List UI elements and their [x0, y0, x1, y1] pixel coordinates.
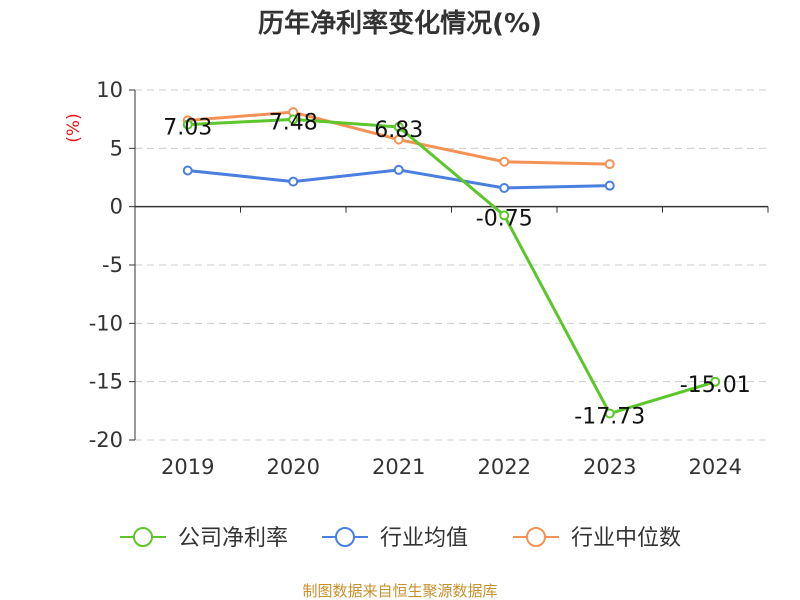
legend-swatch-marker	[133, 527, 153, 547]
legend[interactable]: 公司净利率 行业均值 行业中位数	[120, 526, 681, 551]
data-label: -15.01	[680, 373, 751, 398]
grid-lines	[135, 89, 768, 441]
legend-label: 行业中位数	[571, 526, 681, 551]
series-layer	[182, 107, 721, 419]
series-point	[393, 121, 404, 132]
data-label: 6.83	[374, 118, 423, 143]
legend-swatch-marker	[335, 527, 355, 547]
data-label: 7.48	[269, 110, 318, 135]
y-tick-label: -5	[102, 253, 123, 277]
data-label: -17.73	[574, 405, 645, 430]
series-line	[187, 117, 716, 416]
series-point	[499, 183, 510, 193]
source-note: 制图数据来自恒生聚源数据库	[302, 582, 497, 600]
series-point	[710, 376, 721, 387]
series-point	[393, 134, 404, 145]
legend-label: 公司净利率	[178, 526, 288, 551]
y-tick-label: 10	[96, 78, 123, 102]
axes	[129, 89, 769, 441]
legend-label: 行业均值	[380, 526, 468, 551]
y-tick-labels: 10 5 0 -5 -10 -15 -20	[89, 78, 123, 452]
data-labels: 7.03 7.48 6.83 -0.75 -17.73 -15.01	[163, 110, 750, 429]
chart-title: 历年净利率变化情况(%)	[258, 8, 542, 39]
series-point	[499, 210, 510, 221]
x-tick-label: 2023	[583, 455, 636, 479]
legend-swatch-marker	[526, 527, 546, 547]
series-point	[182, 119, 193, 130]
data-label: 7.03	[163, 116, 212, 141]
x-tick-label: 2022	[478, 455, 531, 479]
series-point	[604, 180, 615, 191]
series-point	[604, 408, 615, 419]
series-point	[182, 165, 193, 176]
y-tick-label: -15	[89, 370, 123, 394]
x-tick-label: 2019	[161, 455, 214, 479]
series-point	[604, 159, 615, 170]
y-tick-label: 0	[110, 195, 123, 219]
series-point	[393, 164, 404, 175]
x-tick-label: 2021	[372, 455, 425, 479]
x-tick-label: 2024	[689, 455, 742, 479]
series-point	[499, 156, 510, 167]
x-tick-labels: 2019 2020 2021 2022 2023 2024	[161, 455, 742, 479]
y-tick-label: 5	[110, 136, 123, 160]
series-point	[288, 176, 299, 187]
y-tick-label: -20	[89, 428, 123, 452]
series-point	[288, 114, 299, 125]
y-axis-unit-label: (%)	[64, 113, 84, 142]
y-tick-label: -10	[89, 311, 123, 335]
data-label: -0.75	[476, 206, 533, 231]
x-tick-label: 2020	[267, 455, 320, 479]
